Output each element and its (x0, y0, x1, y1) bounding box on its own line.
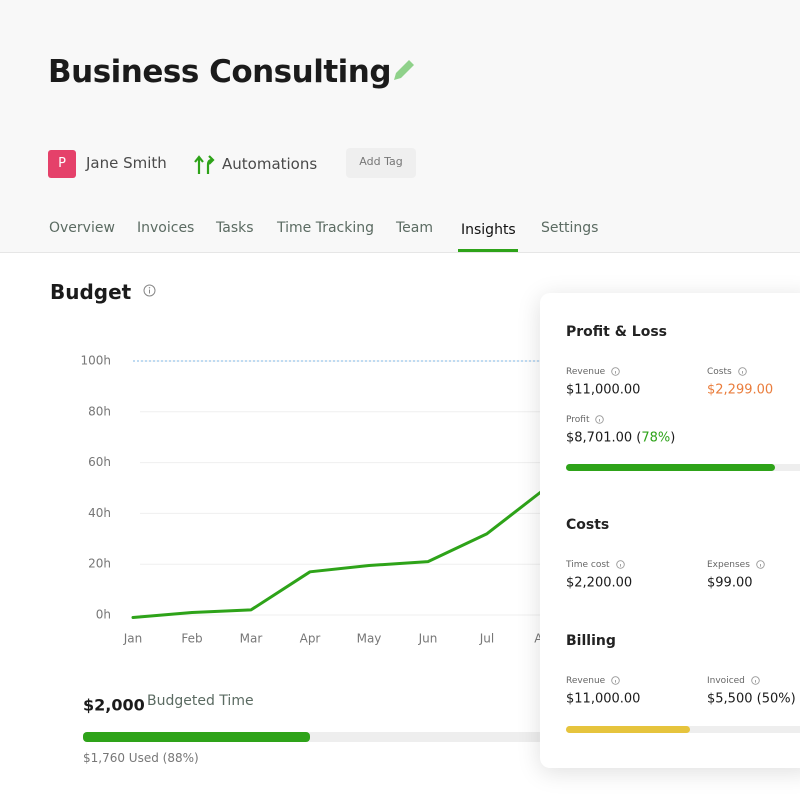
field-value: $2,299.00 (707, 382, 774, 398)
y-tick-label: 60h (88, 455, 111, 469)
tab[interactable]: Insights (461, 222, 516, 238)
label-text: Revenue (566, 676, 606, 686)
info-icon[interactable] (143, 284, 156, 297)
profit-percent: 78% (641, 430, 671, 446)
profit-amount: $8,701.00 ( (566, 430, 642, 446)
panel-heading: Profit & Loss (566, 324, 668, 340)
header-background (0, 0, 800, 253)
budget-track (83, 732, 800, 742)
tab[interactable]: Settings (541, 220, 599, 236)
x-tick-label: May (357, 632, 382, 646)
tab[interactable]: Time Tracking (277, 220, 374, 236)
summary-panel: Profit & Loss Revenue $11,000.00 Costs $… (540, 293, 800, 768)
field-label: Revenue (566, 676, 620, 686)
x-tick-label: Jul (479, 632, 494, 646)
y-tick-label: 80h (88, 404, 111, 418)
info-icon[interactable] (751, 676, 760, 685)
y-tick-label: 20h (88, 557, 111, 571)
field-value: $8,701.00 (78%) (566, 431, 675, 446)
budget-used: $1,760 Used (88%) (83, 751, 199, 765)
profit-close: ) (670, 430, 676, 446)
tab[interactable]: Tasks (216, 220, 254, 236)
info-icon[interactable] (737, 367, 747, 376)
edit-icon[interactable] (390, 56, 416, 84)
profit-fill (566, 464, 775, 471)
field-label: Time cost (566, 560, 625, 570)
label-text: Costs (707, 367, 732, 377)
info-icon[interactable] (615, 560, 625, 569)
tab[interactable]: Overview (49, 220, 115, 236)
field-value: $2,200.00 (566, 575, 633, 591)
x-tick-label: Jan (123, 632, 143, 646)
label-text: Revenue (566, 367, 606, 377)
label-text: Expenses (707, 560, 750, 570)
x-tick-label: Mar (240, 632, 263, 646)
field-value: $11,000.00 (566, 691, 641, 707)
x-tick-label: Apr (300, 632, 321, 646)
info-icon[interactable] (756, 560, 765, 569)
field-label: Revenue (566, 367, 620, 377)
profit-track (566, 464, 800, 471)
section-title: Budget (50, 280, 132, 304)
panel-heading: Billing (566, 633, 616, 649)
info-icon[interactable] (611, 676, 620, 685)
label-text: Profit (566, 415, 590, 425)
active-tab-underline (458, 249, 518, 252)
y-tick-label: 100h (80, 354, 111, 368)
label-text: Invoiced (707, 676, 745, 686)
panel-heading: Costs (566, 517, 610, 533)
y-tick-label: 40h (88, 506, 111, 520)
avatar: P (48, 150, 76, 178)
y-tick-label: 0h (96, 608, 111, 622)
field-label: Profit (566, 415, 605, 425)
info-icon[interactable] (611, 367, 620, 376)
info-icon[interactable] (595, 415, 605, 424)
field-value: $99.00 (707, 575, 753, 591)
budget-label: Budgeted Time (147, 693, 254, 709)
budget-line (131, 486, 548, 620)
automations-icon (194, 155, 215, 174)
automations[interactable]: Automations (222, 155, 318, 173)
tab[interactable]: Team (396, 220, 434, 236)
add-tag-button[interactable]: Add Tag (346, 148, 416, 178)
tab[interactable]: Invoices (137, 220, 195, 236)
label-text: Time cost (566, 560, 610, 570)
budget-amount: $2,000 (83, 695, 145, 715)
owner-name[interactable]: Jane Smith (86, 154, 167, 172)
field-value: $5,500 (50%) (707, 691, 796, 707)
x-tick-label: Jun (418, 632, 438, 646)
budget-fill (83, 732, 310, 742)
billing-fill (566, 726, 690, 733)
field-label: Expenses (707, 560, 765, 570)
field-value: $11,000.00 (566, 382, 641, 398)
field-label: Costs (707, 367, 747, 377)
billing-track (566, 726, 800, 733)
field-label: Invoiced (707, 676, 760, 686)
x-tick-label: Feb (181, 632, 202, 646)
page-title: Business Consulting (48, 54, 392, 90)
